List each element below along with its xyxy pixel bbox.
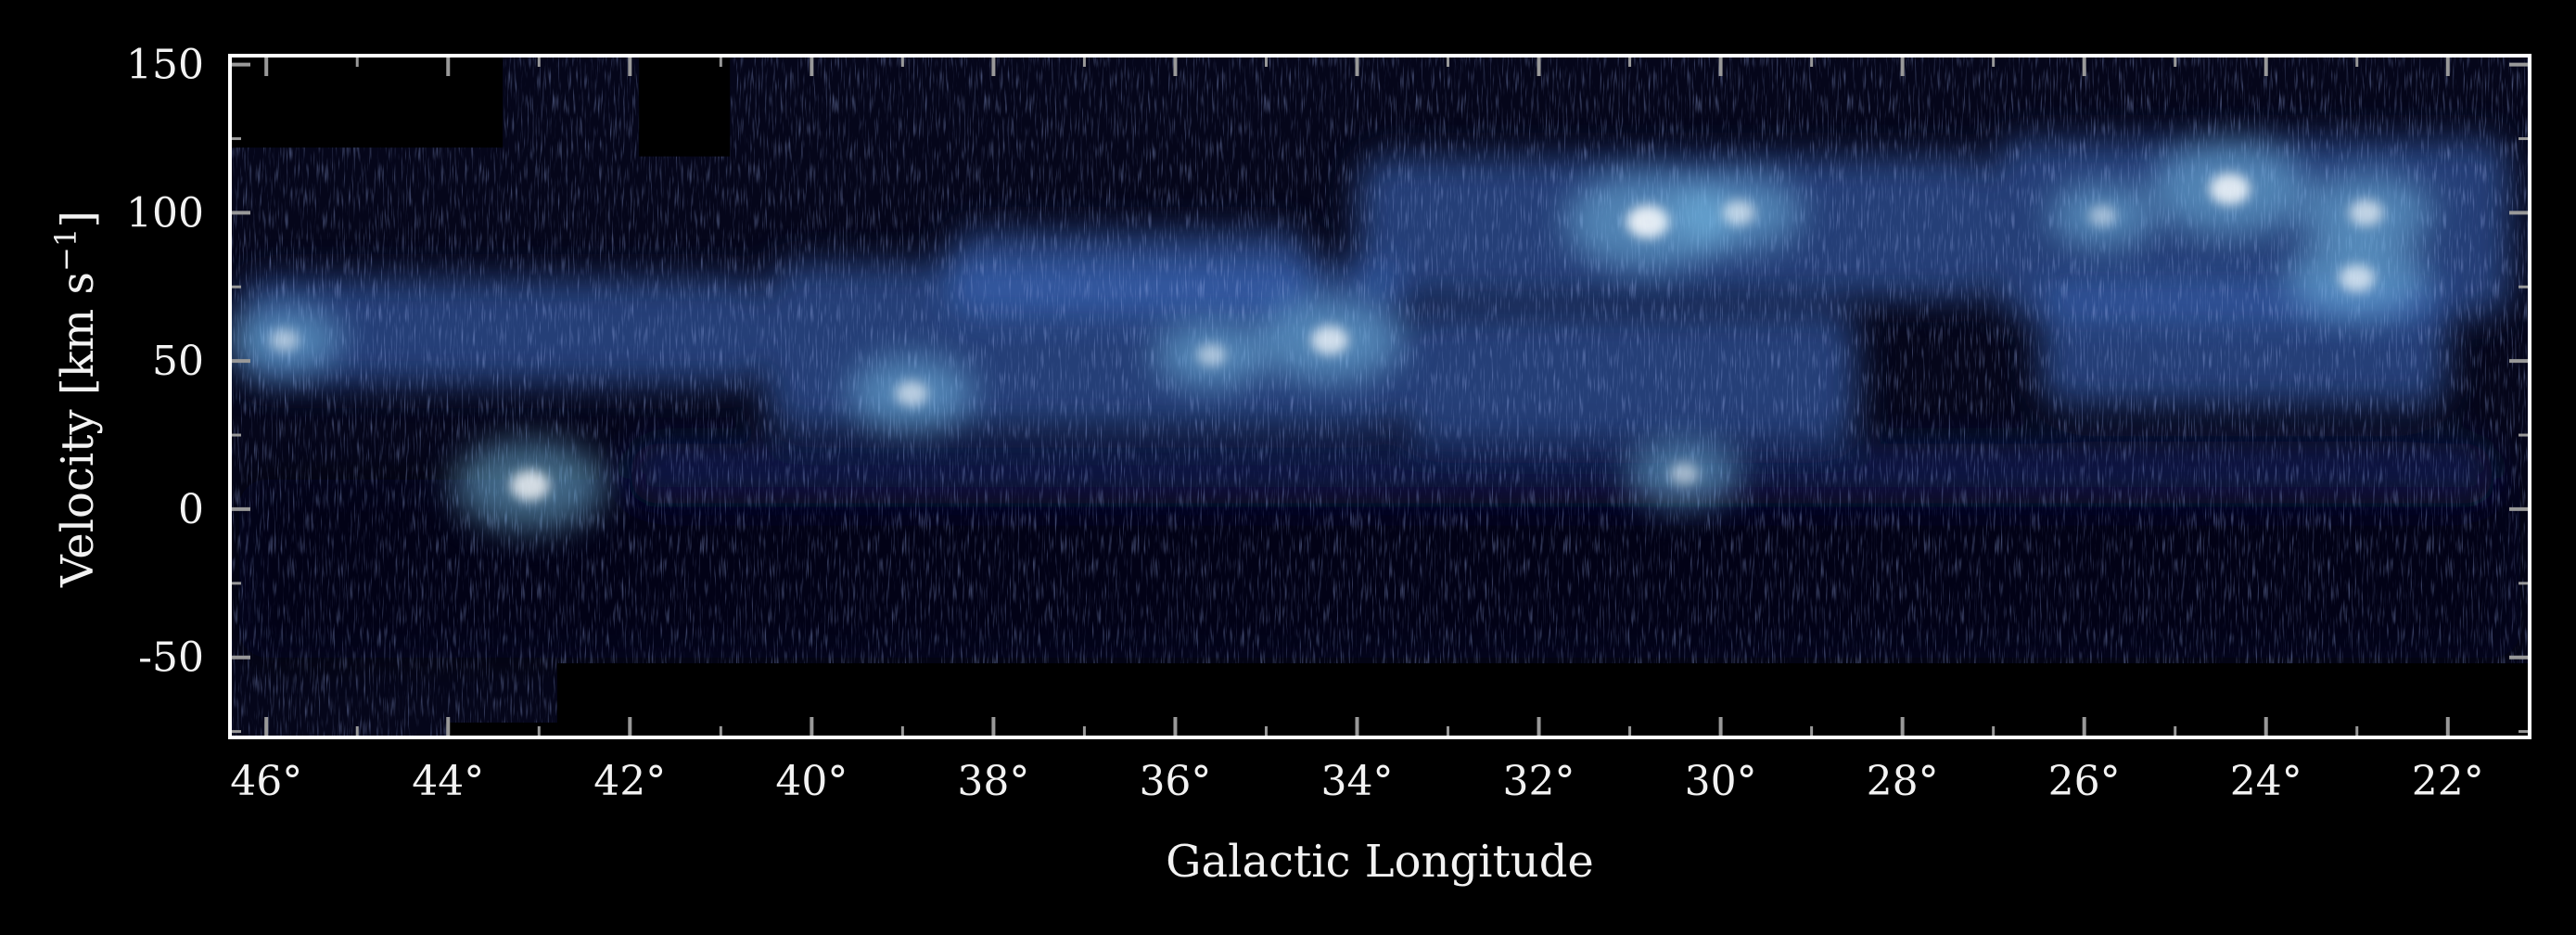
- bright-feature-5: [2299, 173, 2434, 252]
- emission-texture: [230, 56, 2530, 737]
- y-tick-label-2: 50: [152, 338, 204, 385]
- y-axis-label-main: Velocity [km s: [52, 272, 104, 588]
- y-tick-label-0: 150: [126, 42, 204, 89]
- bright-feature-1: [2149, 142, 2311, 236]
- coverage-blank-2: [556, 663, 2530, 737]
- x-tick-label-6: 34°: [1320, 758, 1393, 805]
- x-tick-label-12: 22°: [2412, 758, 2484, 805]
- x-tick-label-7: 32°: [1503, 758, 1575, 805]
- bright-feature-9: [1154, 321, 1269, 389]
- x-tick-label-11: 24°: [2230, 758, 2302, 805]
- x-tick-label-9: 28°: [1867, 758, 1939, 805]
- bright-feature-4: [2286, 237, 2428, 319]
- x-tick-label-5: 36°: [1139, 758, 1211, 805]
- bright-feature-core-9: [1196, 343, 1227, 367]
- x-axis-ticks: 46° 44° 42° 40° 38° 36° 34° 32° 30° 28° 26° 24° 22°: [230, 56, 2484, 805]
- x-tick-label-1: 44°: [412, 758, 484, 805]
- x-tick-label-0: 46°: [230, 758, 302, 805]
- y-axis-ticks: 150 100 50 0 -50: [126, 42, 2530, 734]
- x-tick-label-10: 26°: [2048, 758, 2121, 805]
- bright-feature-core-6: [1722, 199, 1755, 226]
- x-axis-label: Galactic Longitude: [1166, 836, 1594, 888]
- x-tick-label-4: 38°: [957, 758, 1029, 805]
- bright-features: [230, 142, 2434, 531]
- x-tick-label-2: 42°: [593, 758, 666, 805]
- bright-feature-core-0: [1626, 204, 1670, 238]
- bright-feature-core-11: [2088, 204, 2117, 227]
- coverage-blank-1: [639, 56, 731, 157]
- bright-feature-3: [1256, 297, 1404, 383]
- bright-feature-core-8: [270, 328, 300, 352]
- heatmap-area: [230, 56, 2530, 737]
- y-axis-label-close: ]: [52, 211, 104, 228]
- plot-frame: [228, 54, 2531, 739]
- coverage-blank-0: [230, 56, 504, 148]
- bright-feature-core-1: [2209, 173, 2251, 206]
- bright-feature-11: [2047, 184, 2157, 248]
- bright-feature-core-10: [1669, 462, 1700, 485]
- y-tick-label-4: -50: [138, 634, 204, 682]
- y-axis-label: Velocity [km s−1]: [48, 211, 104, 588]
- bright-feature-7: [848, 356, 976, 431]
- coverage-blank-3: [448, 723, 557, 737]
- bright-feature-10: [1626, 440, 1742, 507]
- y-tick-label-3: 0: [178, 486, 204, 533]
- x-tick-label-8: 30°: [1685, 758, 1757, 805]
- bright-feature-core-7: [895, 380, 928, 407]
- bright-feature-core-4: [2339, 263, 2376, 292]
- y-axis-label-exponent: −1: [48, 228, 83, 272]
- bright-feature-2: [453, 441, 607, 531]
- x-tick-label-3: 40°: [775, 758, 848, 805]
- bright-feature-core-2: [510, 469, 550, 501]
- bright-feature-core-3: [1310, 325, 1349, 355]
- bright-feature-8: [230, 306, 342, 374]
- bright-feature-6: [1675, 175, 1804, 250]
- coverage-blanks: [230, 56, 2530, 737]
- bright-feature-core-5: [2349, 199, 2384, 226]
- y-tick-label-1: 100: [126, 189, 204, 237]
